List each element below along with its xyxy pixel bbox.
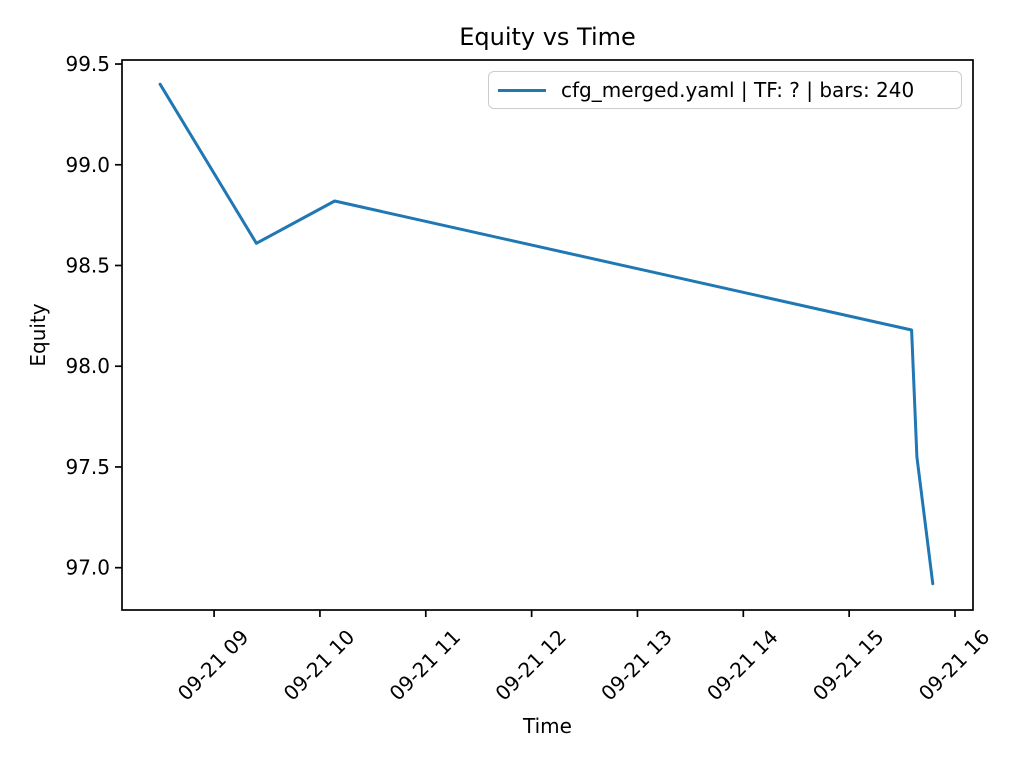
legend-box: cfg_merged.yaml | TF: ? | bars: 240	[488, 71, 962, 109]
x-tick-label: 09-21 11	[385, 625, 466, 706]
x-tick-label: 09-21 15	[808, 625, 889, 706]
x-tick-label: 09-21 16	[914, 625, 995, 706]
y-tick-label: 98.0	[65, 354, 110, 378]
legend-line-sample-icon	[498, 88, 546, 92]
x-tick-label: 09-21 09	[173, 625, 254, 706]
x-tick-label: 09-21 12	[490, 625, 571, 706]
y-tick-label: 98.5	[65, 253, 110, 277]
y-tick-label: 97.5	[65, 455, 110, 479]
equity-line	[158, 82, 935, 586]
x-axis-label: Time	[523, 714, 572, 738]
y-tick-label: 99.5	[65, 52, 110, 76]
y-axis-label: Equity	[26, 303, 50, 367]
x-tick-label: 09-21 10	[279, 625, 360, 706]
axes-frame	[121, 59, 974, 611]
chart-title: Equity vs Time	[459, 23, 636, 51]
legend-label: cfg_merged.yaml | TF: ? | bars: 240	[561, 78, 915, 102]
y-tick-label: 97.0	[65, 556, 110, 580]
x-tick-label: 09-21 13	[596, 625, 677, 706]
x-tick-label: 09-21 14	[702, 625, 783, 706]
y-tick-label: 99.0	[65, 153, 110, 177]
